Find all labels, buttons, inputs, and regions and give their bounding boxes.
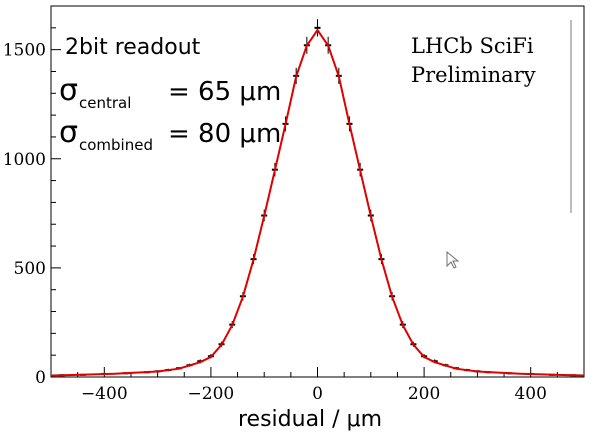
x-tick-label: −400 [81,384,128,404]
x-tick-label: −200 [188,384,235,404]
experiment-label-line1: LHCb SciFi [411,34,534,58]
fit-curve [50,28,585,377]
experiment-label-line2: Preliminary [411,63,536,87]
y-axis-ticks: 0 500 1000 1500 [3,5,61,388]
data-point [314,19,321,37]
sigma-combined-subscript: combined [79,136,153,154]
x-axis-title: residual / μm [238,407,382,432]
sigma-central-symbol: σ [59,73,78,108]
sigma-central-value: = 65 μm [168,77,281,107]
y-tick-label: 1500 [3,41,46,61]
readout-label: 2bit readout [65,35,201,60]
sigma-combined-symbol: σ [59,115,78,150]
x-axis-ticks: −400 −200 0 200 400 [50,367,585,404]
y-tick-label: 1000 [3,150,46,170]
x-tick-label: 200 [408,384,440,404]
sigma-combined-annotation: σ combined = 80 μm [59,115,281,154]
x-tick-label: 400 [514,384,546,404]
y-tick-label: 500 [14,259,46,279]
sigma-central-subscript: central [79,94,131,112]
plot-frame [50,5,585,378]
mouse-cursor-icon [446,250,460,269]
sigma-combined-value: = 80 μm [168,119,281,149]
x-tick-label: 0 [312,384,323,404]
sigma-central-annotation: σ central = 65 μm [59,73,281,112]
y-tick-label: 0 [35,368,46,388]
